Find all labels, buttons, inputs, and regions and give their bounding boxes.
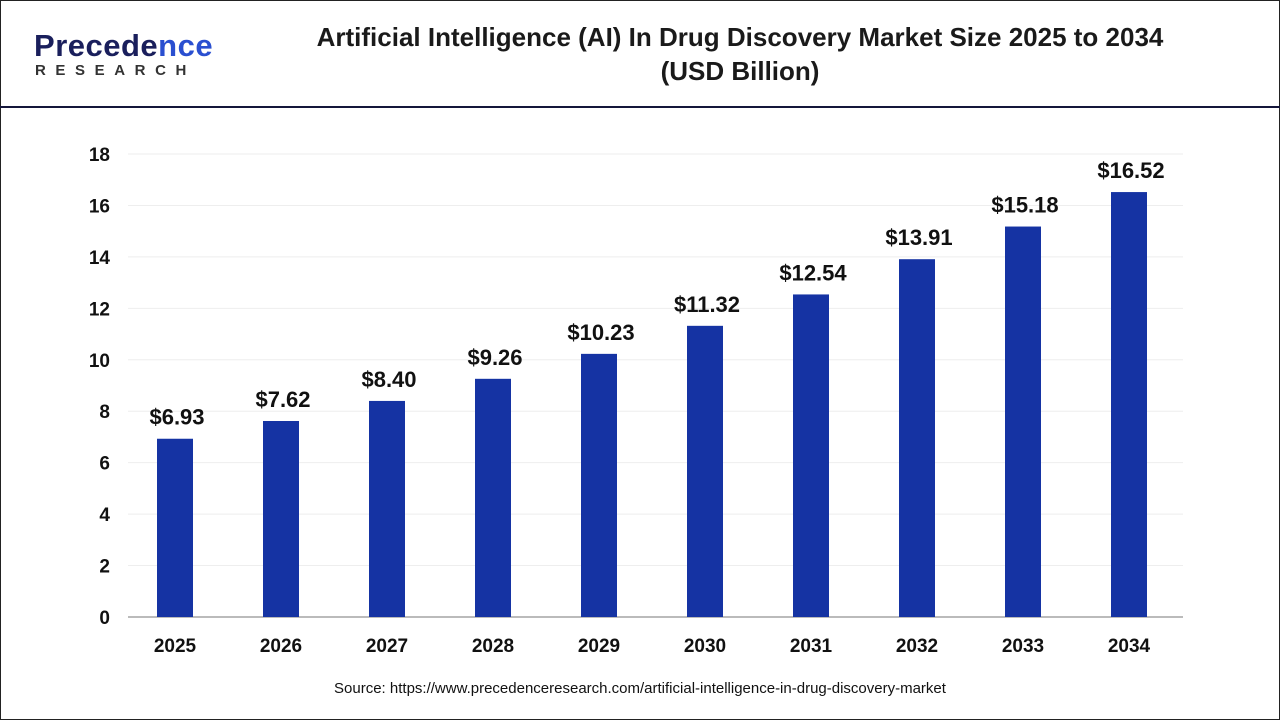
x-tick-label: 2029 [578, 636, 620, 657]
chart-subtitle: (USD Billion) [660, 56, 820, 86]
bar-2034 [1111, 192, 1147, 617]
x-tick-label: 2025 [154, 636, 197, 657]
x-tick-label: 2034 [1108, 636, 1151, 657]
bar-2032 [899, 259, 935, 617]
precedence-research-logo: Precedence RESEARCH [34, 28, 214, 79]
y-tick-label: 0 [99, 608, 110, 629]
x-tick-label: 2032 [896, 636, 938, 657]
bar-2029 [581, 353, 617, 617]
source-text: Source: https://www.precedenceresearch.c… [334, 680, 946, 697]
bar-2033 [1005, 226, 1041, 617]
x-tick-label: 2033 [1002, 636, 1044, 657]
data-label: $10.23 [567, 320, 634, 345]
bar-2025 [157, 438, 193, 617]
x-tick-label: 2030 [684, 636, 726, 657]
y-tick-label: 4 [99, 505, 110, 526]
data-label: $15.18 [991, 193, 1058, 218]
data-label: $16.52 [1097, 158, 1164, 183]
data-label: $13.91 [885, 225, 952, 250]
data-label: $12.54 [779, 260, 847, 285]
bar-2030 [687, 325, 723, 617]
y-tick-label: 6 [99, 454, 110, 475]
y-tick-label: 2 [99, 557, 110, 578]
y-tick-label: 16 [89, 196, 110, 217]
x-tick-label: 2028 [472, 636, 514, 657]
y-tick-label: 12 [89, 299, 110, 320]
x-tick-label: 2026 [260, 636, 302, 657]
header: Precedence RESEARCH Artificial Intellige… [0, 0, 1280, 108]
x-tick-label: 2027 [366, 636, 408, 657]
data-label: $7.62 [255, 387, 310, 412]
chart-title: Artificial Intelligence (AI) In Drug Dis… [240, 20, 1240, 88]
bar-2028 [475, 378, 511, 617]
y-tick-label: 14 [89, 248, 111, 269]
bar-2026 [263, 420, 299, 617]
x-tick-label: 2031 [790, 636, 833, 657]
y-tick-label: 8 [99, 402, 110, 423]
data-label: $9.26 [467, 345, 522, 370]
bar-2027 [369, 400, 405, 617]
bar-2031 [793, 294, 829, 617]
y-tick-label: 18 [89, 145, 110, 166]
data-label: $6.93 [149, 405, 204, 430]
y-tick-label: 10 [89, 351, 110, 372]
data-label: $8.40 [361, 367, 416, 392]
data-label: $11.32 [674, 292, 740, 317]
